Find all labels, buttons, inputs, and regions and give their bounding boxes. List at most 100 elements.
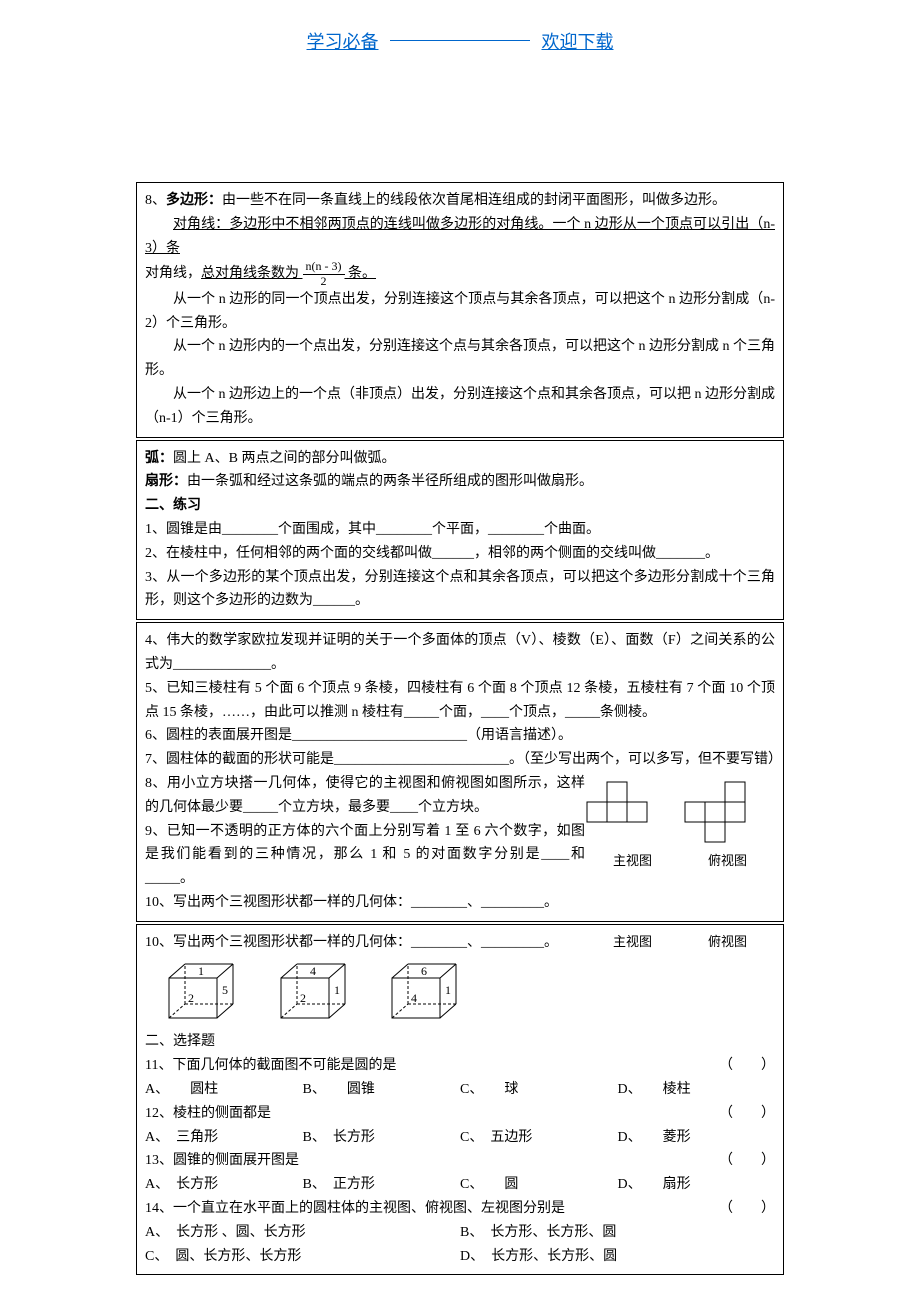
- q5: 5、已知三棱柱有 5 个面 6 个顶点 9 条棱，四棱柱有 6 个面 8 个顶点…: [145, 677, 775, 725]
- label-main-view: 主视图: [613, 850, 652, 869]
- q8-q10-row: 8、用小立方块搭一几何体，使得它的主视图和俯视图如图所示，这样的几何体最少要__…: [145, 772, 775, 915]
- diagonal-count-line: 对角线，总对角线条数为 n(n - 3)2 条。: [145, 260, 775, 287]
- q13-a: A、 长方形: [145, 1173, 303, 1197]
- q12-b: B、 长方形: [303, 1126, 461, 1150]
- label-top-view-2: 俯视图: [708, 931, 747, 955]
- q13-d: D、 扇形: [618, 1173, 776, 1197]
- q14-opts-1: A、 长方形 、圆、长方形 B、 长方形、长方形、圆: [145, 1221, 775, 1245]
- main-top-view-svg: [585, 772, 765, 850]
- q11-a: A、 圆柱: [145, 1078, 303, 1102]
- arc-line: 弧：圆上 A、B 两点之间的部分叫做弧。: [145, 447, 775, 471]
- def-arc: 圆上 A、B 两点之间的部分叫做弧。: [173, 451, 395, 466]
- frac-den: 2: [303, 275, 345, 288]
- split-vertex: 从一个 n 边形的同一个顶点出发，分别连接这个顶点与其余各顶点，可以把这个 n …: [145, 288, 775, 336]
- q14-c: C、 圆、长方形、长方形: [145, 1245, 460, 1269]
- q6: 6、圆柱的表面展开图是_________________________（用语言…: [145, 724, 775, 748]
- diagonal-line: 对角线：多边形中不相邻两顶点的连线叫做多边形的对角线。一个 n 边形从一个顶点可…: [145, 213, 775, 261]
- q14-opts-2: C、 圆、长方形、长方形 D、 长方形、长方形、圆: [145, 1245, 775, 1269]
- label-main-view-2: 主视图: [613, 931, 652, 955]
- q11-paren: （ ）: [705, 1054, 775, 1078]
- svg-text:4: 4: [411, 991, 417, 1005]
- view-figures: 主视图 俯视图: [585, 772, 775, 915]
- q2: 2、在棱柱中，任何相邻的两个面的交线都叫做______，相邻的两个侧面的交线叫做…: [145, 542, 775, 566]
- q13: 13、圆锥的侧面展开图是: [145, 1149, 705, 1173]
- q12-paren: （ ）: [705, 1102, 775, 1126]
- term-polygon: 多边形：: [166, 193, 222, 208]
- header-underline: [390, 40, 530, 41]
- svg-text:5: 5: [222, 983, 228, 997]
- sector-line: 扇形：由一条弧和经过这条弧的端点的两条半径所组成的图形叫做扇形。: [145, 470, 775, 494]
- view-labels-row: 主视图 俯视图: [585, 850, 775, 869]
- header-right-link[interactable]: 欢迎下载: [542, 32, 614, 52]
- q12-opts: A、 三角形 B、 长方形 C、 五边形 D、 菱形: [145, 1126, 775, 1150]
- q11-d: D、 棱柱: [618, 1078, 776, 1102]
- q10: 10、写出两个三视图形状都一样的几何体：________、_________。: [145, 891, 585, 915]
- q11-c: C、 球: [460, 1078, 618, 1102]
- q14-paren: （ ）: [705, 1197, 775, 1221]
- q12: 12、棱柱的侧面都是: [145, 1102, 705, 1126]
- diagonal-def: 对角线：多边形中不相邻两顶点的连线叫做多边形的对角线。一个 n 边形从一个顶点可…: [145, 217, 775, 256]
- cube-3: 6 4 1: [382, 960, 472, 1022]
- q13-opts: A、 长方形 B、 正方形 C、 圆 D、 扇形: [145, 1173, 775, 1197]
- view-labels-repeat: 主视图 俯视图: [585, 931, 775, 955]
- def-polygon: 由一些不在同一条直线上的线段依次首尾相连组成的封闭平面图形，叫做多边形。: [222, 193, 726, 208]
- split-inside: 从一个 n 边形内的一个点出发，分别连接这个点与其余各顶点，可以把这个 n 边形…: [145, 335, 775, 383]
- cube-1: 1 2 5: [159, 960, 249, 1022]
- svg-text:2: 2: [300, 991, 306, 1005]
- q14-b: B、 长方形、长方形、圆: [460, 1221, 775, 1245]
- q14-d: D、 长方形、长方形、圆: [460, 1245, 775, 1269]
- content-box-1: 8、多边形：由一些不在同一条直线上的线段依次首尾相连组成的封闭平面图形，叫做多边…: [136, 182, 784, 438]
- q12-d: D、 菱形: [618, 1126, 776, 1150]
- q14-a: A、 长方形 、圆、长方形: [145, 1221, 460, 1245]
- fraction: n(n - 3)2: [303, 260, 345, 287]
- content-box-2: 弧：圆上 A、B 两点之间的部分叫做弧。 扇形：由一条弧和经过这条弧的端点的两条…: [136, 440, 784, 621]
- q9: 9、已知一不透明的正方体的六个面上分别写着 1 至 6 六个数字，如图是我们能看…: [145, 820, 585, 891]
- header-left-link[interactable]: 学习必备: [307, 32, 379, 52]
- q11-row: 11、下面几何体的截面图不可能是圆的是 （ ）: [145, 1054, 775, 1078]
- q14: 14、一个直立在水平面上的圆柱体的主视图、俯视图、左视图分别是: [145, 1197, 705, 1221]
- content-box-3: 4、伟大的数学家欧拉发现并证明的关于一个多面体的顶点（V）、棱数（E）、面数（F…: [136, 622, 784, 922]
- q11-opts: A、 圆柱 B、 圆锥 C、 球 D、 棱柱: [145, 1078, 775, 1102]
- q8-q10-text: 8、用小立方块搭一几何体，使得它的主视图和俯视图如图所示，这样的几何体最少要__…: [145, 772, 585, 915]
- item-number: 8、: [145, 193, 166, 208]
- q13-b: B、 正方形: [303, 1173, 461, 1197]
- practice-heading: 二、练习: [145, 494, 775, 518]
- q12-c: C、 五边形: [460, 1126, 618, 1150]
- term-sector: 扇形：: [145, 474, 187, 489]
- svg-text:6: 6: [421, 964, 427, 978]
- def-sector: 由一条弧和经过这条弧的端点的两条半径所组成的图形叫做扇形。: [187, 474, 593, 489]
- q3: 3、从一个多边形的某个顶点出发，分别连接这个点和其余各顶点，可以把这个多边形分割…: [145, 566, 775, 614]
- q12-a: A、 三角形: [145, 1126, 303, 1150]
- split-edge: 从一个 n 边形边上的一个点（非顶点）出发，分别连接这个点和其余各顶点，可以把 …: [145, 383, 775, 431]
- q4: 4、伟大的数学家欧拉发现并证明的关于一个多面体的顶点（V）、棱数（E）、面数（F…: [145, 629, 775, 677]
- label-top-view: 俯视图: [708, 850, 747, 869]
- diag-total: 总对角线条数为 n(n - 3)2 条。: [201, 266, 376, 281]
- q12-row: 12、棱柱的侧面都是 （ ）: [145, 1102, 775, 1126]
- svg-text:4: 4: [310, 964, 316, 978]
- q13-c: C、 圆: [460, 1173, 618, 1197]
- term-arc: 弧：: [145, 451, 173, 466]
- cube-figures-row: 1 2 5 4 2 1: [145, 954, 775, 1030]
- item-8-line1: 8、多边形：由一些不在同一条直线上的线段依次首尾相连组成的封闭平面图形，叫做多边…: [145, 189, 775, 213]
- mc-heading: 二、选择题: [145, 1030, 775, 1054]
- content-box-4: 10、写出两个三视图形状都一样的几何体：________、_________。 …: [136, 924, 784, 1276]
- svg-text:1: 1: [445, 983, 451, 997]
- q7: 7、圆柱体的截面的形状可能是_________________________。…: [145, 748, 775, 772]
- q14-row: 14、一个直立在水平面上的圆柱体的主视图、俯视图、左视图分别是 （ ）: [145, 1197, 775, 1221]
- q11: 11、下面几何体的截面图不可能是圆的是: [145, 1054, 705, 1078]
- svg-text:1: 1: [198, 964, 204, 978]
- frac-num: n(n - 3): [303, 260, 345, 274]
- cube-2: 4 2 1: [271, 960, 361, 1022]
- page-content: 8、多边形：由一些不在同一条直线上的线段依次首尾相连组成的封闭平面图形，叫做多边…: [0, 62, 920, 1275]
- q13-row: 13、圆锥的侧面展开图是 （ ）: [145, 1149, 775, 1173]
- diag-text-a: 对角线，: [145, 266, 201, 281]
- q11-b: B、 圆锥: [303, 1078, 461, 1102]
- svg-text:2: 2: [188, 991, 194, 1005]
- q13-paren: （ ）: [705, 1149, 775, 1173]
- box4-top-row: 10、写出两个三视图形状都一样的几何体：________、_________。 …: [145, 931, 775, 955]
- q8: 8、用小立方块搭一几何体，使得它的主视图和俯视图如图所示，这样的几何体最少要__…: [145, 772, 585, 820]
- svg-text:1: 1: [334, 983, 340, 997]
- page-header: 学习必备 欢迎下载: [0, 0, 920, 62]
- q1: 1、圆锥是由________个面围成，其中________个平面，_______…: [145, 518, 775, 542]
- q10-repeat: 10、写出两个三视图形状都一样的几何体：________、_________。: [145, 931, 585, 955]
